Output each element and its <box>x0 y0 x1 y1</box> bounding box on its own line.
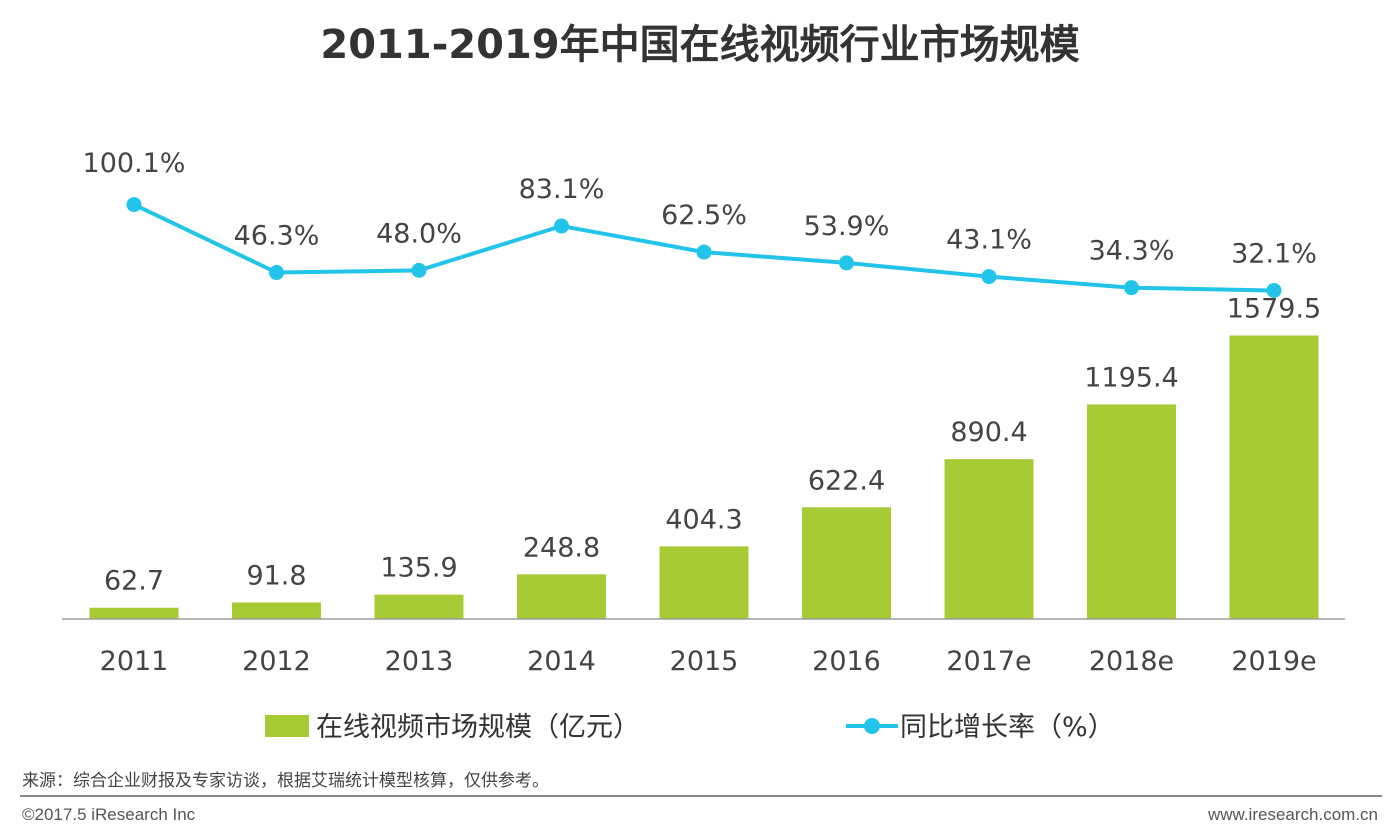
rate-point-2016 <box>839 255 854 271</box>
rate-point-2011 <box>126 197 142 213</box>
bar-2012 <box>232 602 321 619</box>
bar-2018e <box>1087 404 1176 619</box>
bar-2016 <box>802 507 891 619</box>
rate-point-2019e <box>1266 282 1282 298</box>
bar-value-label: 135.9 <box>380 553 457 584</box>
bar-value-label: 62.7 <box>104 566 164 597</box>
copyright-text: ©2017.5 iResearch Inc <box>22 805 196 824</box>
rate-point-2015 <box>696 244 712 260</box>
rate-point-2013 <box>411 262 427 278</box>
bar-value-label: 91.8 <box>246 561 306 592</box>
bar-series <box>89 335 1319 619</box>
source-note: 来源：综合企业财报及专家访谈，根据艾瑞统计模型核算，仅供参考。 <box>22 771 549 791</box>
rate-label: 53.9% <box>804 211 890 242</box>
bar-value-label: 890.4 <box>950 417 1027 448</box>
rate-point-2018e <box>1124 280 1139 296</box>
website-link[interactable]: www.iresearch.com.cn <box>1207 805 1378 824</box>
rate-label: 43.1% <box>946 225 1032 256</box>
rate-point-2014 <box>554 218 569 234</box>
x-axis-tick-labels: 2011 2012 2013 2014 2015 2016 2017e 2018e 2019e <box>100 646 1317 677</box>
bar-2019e <box>1229 335 1319 619</box>
x-tick-label: 2014 <box>527 646 596 677</box>
rate-label: 100.1% <box>83 148 186 179</box>
bar-value-labels: 62.7 91.8 135.9 248.8 404.3 622.4 890.4 1195.4 1… <box>104 293 1321 596</box>
x-tick-label: 2016 <box>812 646 881 677</box>
bar-2011 <box>89 607 179 619</box>
bar-value-label: 622.4 <box>808 465 885 496</box>
chart-title: 2011-2019年中国在线视频行业市场规模 <box>320 22 1080 68</box>
x-tick-label: 2012 <box>242 646 311 677</box>
bar-value-label: 248.8 <box>523 532 600 563</box>
bar-2015 <box>659 546 749 619</box>
growth-rate-points <box>126 197 1282 298</box>
rate-point-2012 <box>269 265 284 281</box>
x-tick-label: 2017e <box>946 646 1031 677</box>
growth-rate-labels: 100.1% 46.3% 48.0% 83.1% 62.5% 53.9% 43.1% 34.3… <box>83 148 1317 269</box>
combo-chart: 62.7 91.8 135.9 248.8 404.3 622.4 890.4 1195.4 1… <box>62 148 1345 743</box>
footer-divider <box>20 795 1382 797</box>
x-tick-label: 2018e <box>1089 646 1174 677</box>
rate-point-2017e <box>981 269 997 285</box>
bar-2013 <box>374 594 464 619</box>
x-tick-label: 2019e <box>1231 646 1316 677</box>
legend-bar-label: 在线视频市场规模（亿元） <box>316 712 640 743</box>
bar-value-label: 1579.5 <box>1227 293 1321 324</box>
rate-label: 83.1% <box>519 174 605 205</box>
rate-label: 46.3% <box>234 221 320 252</box>
legend-line-marker <box>864 718 880 734</box>
rate-label: 32.1% <box>1231 238 1317 269</box>
bar-value-label: 1195.4 <box>1084 362 1178 393</box>
rate-label: 48.0% <box>376 218 462 249</box>
x-tick-label: 2015 <box>670 646 739 677</box>
x-tick-label: 2011 <box>100 646 169 677</box>
legend-line-label: 同比增长率（%） <box>900 712 1115 743</box>
bar-value-label: 404.3 <box>665 504 742 535</box>
legend-bar-swatch <box>265 715 309 737</box>
rate-label: 34.3% <box>1089 236 1175 267</box>
legend: 在线视频市场规模（亿元） 同比增长率（%） <box>265 712 1115 743</box>
x-tick-label: 2013 <box>385 646 454 677</box>
bar-2014 <box>517 574 606 619</box>
rate-label: 62.5% <box>661 200 747 231</box>
bar-2017e <box>944 459 1034 619</box>
